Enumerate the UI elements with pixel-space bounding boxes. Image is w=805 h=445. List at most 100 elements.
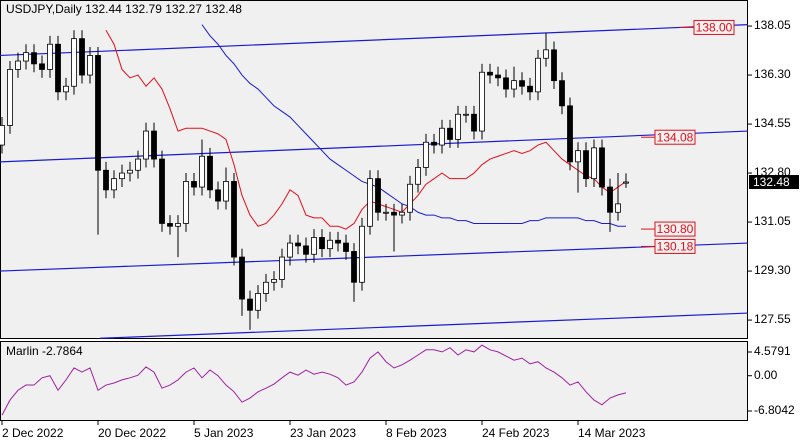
candle-body — [135, 158, 141, 171]
candle-body — [327, 239, 333, 250]
candle-body — [447, 127, 453, 140]
y-tick-label: 129.30 — [754, 263, 791, 277]
candle-body — [487, 71, 493, 76]
candle-body — [583, 150, 589, 180]
x-tick-label: 24 Feb 2023 — [482, 426, 550, 440]
level-label: 130.80 — [657, 222, 694, 236]
candle-body — [519, 80, 525, 87]
candle-body — [63, 85, 69, 93]
price-box — [749, 175, 799, 190]
candle-body — [343, 242, 349, 252]
candle-body — [503, 77, 509, 90]
level-box — [654, 221, 696, 237]
indicator-line — [105, 29, 627, 230]
candle-body — [303, 245, 309, 255]
candle-body — [479, 71, 485, 132]
y-tick-label: 127.55 — [754, 312, 791, 326]
candle-body — [159, 158, 165, 224]
y-tick-label: 136.30 — [754, 67, 791, 81]
candle-body — [615, 203, 621, 213]
candle-body — [7, 69, 13, 126]
candle-body — [271, 279, 277, 283]
candle-body — [591, 147, 597, 180]
level-box — [654, 238, 696, 254]
oscillator-line — [1, 344, 627, 416]
trend-line — [0, 242, 749, 272]
candle-body — [15, 60, 21, 70]
chart-title: USDJPY,Daily 132.44 132.79 132.27 132.48 — [6, 2, 242, 16]
candle-body — [295, 242, 301, 247]
candle-body — [151, 130, 157, 160]
candle-body — [255, 293, 261, 311]
oscillator-title: Marlin -2.7864 — [6, 344, 83, 358]
candle-body — [0, 125, 5, 146]
candle-body — [311, 237, 317, 255]
candle-body — [359, 225, 365, 283]
level-label: 130.18 — [657, 240, 694, 254]
y-tick-label: -6.8042 — [754, 403, 795, 417]
main-panel — [0, 0, 748, 339]
candle-body — [575, 150, 581, 163]
candle-body — [239, 256, 245, 300]
x-tick-label: 14 Mar 2023 — [578, 426, 646, 440]
candle-body — [431, 141, 437, 146]
candle-body — [351, 251, 357, 283]
candle-body — [623, 181, 629, 184]
level-box — [654, 129, 696, 145]
candle-body — [47, 43, 53, 70]
candle-body — [407, 183, 413, 213]
x-tick-label: 2 Dec 2022 — [2, 426, 64, 440]
candle-body — [439, 127, 445, 146]
candle-body — [87, 55, 93, 76]
candle-body — [607, 186, 613, 213]
candle-body — [119, 172, 125, 180]
candle-body — [39, 63, 45, 70]
candle-body — [111, 178, 117, 191]
candle-body — [199, 155, 205, 188]
candle-body — [55, 43, 61, 93]
candle-body — [423, 141, 429, 168]
x-tick-label: 23 Jan 2023 — [290, 426, 356, 440]
candle-body — [23, 52, 29, 62]
candle-body — [279, 256, 285, 280]
y-tick-label: 0.00 — [754, 368, 778, 382]
candle-body — [375, 178, 381, 213]
x-tick-label: 5 Jan 2023 — [194, 426, 254, 440]
candle-body — [143, 130, 149, 160]
candle-body — [215, 189, 221, 202]
candle-body — [463, 113, 469, 116]
candle-body — [335, 239, 341, 244]
candle-body — [231, 181, 237, 258]
candle-body — [367, 178, 373, 227]
candle-body — [319, 237, 325, 250]
trend-line — [0, 24, 749, 57]
trend-line — [99, 312, 749, 339]
candle-body — [527, 85, 533, 93]
price-label: 132.48 — [753, 175, 790, 189]
candle-body — [455, 113, 461, 140]
candle-body — [191, 181, 197, 188]
candle-body — [223, 181, 229, 202]
candle-body — [559, 80, 565, 107]
candle-body — [415, 167, 421, 185]
candle-body — [31, 52, 37, 65]
level-label: 134.08 — [657, 130, 694, 144]
y-tick-label: 4.5791 — [754, 344, 791, 358]
candle-body — [471, 113, 477, 132]
candle-body — [79, 38, 85, 76]
candle-body — [495, 74, 501, 79]
candle-body — [207, 155, 213, 191]
candle-body — [287, 242, 293, 258]
candle-body — [567, 105, 573, 163]
candle-body — [391, 211, 397, 216]
candle-body — [543, 49, 549, 59]
x-tick-label: 8 Feb 2023 — [386, 426, 447, 440]
y-tick-label: 134.55 — [754, 116, 791, 130]
y-tick-label: 131.05 — [754, 214, 791, 228]
candle-body — [95, 55, 101, 171]
indicator-line — [201, 24, 626, 227]
candle-body — [103, 169, 109, 191]
candle-body — [183, 181, 189, 224]
candle-body — [175, 223, 181, 227]
